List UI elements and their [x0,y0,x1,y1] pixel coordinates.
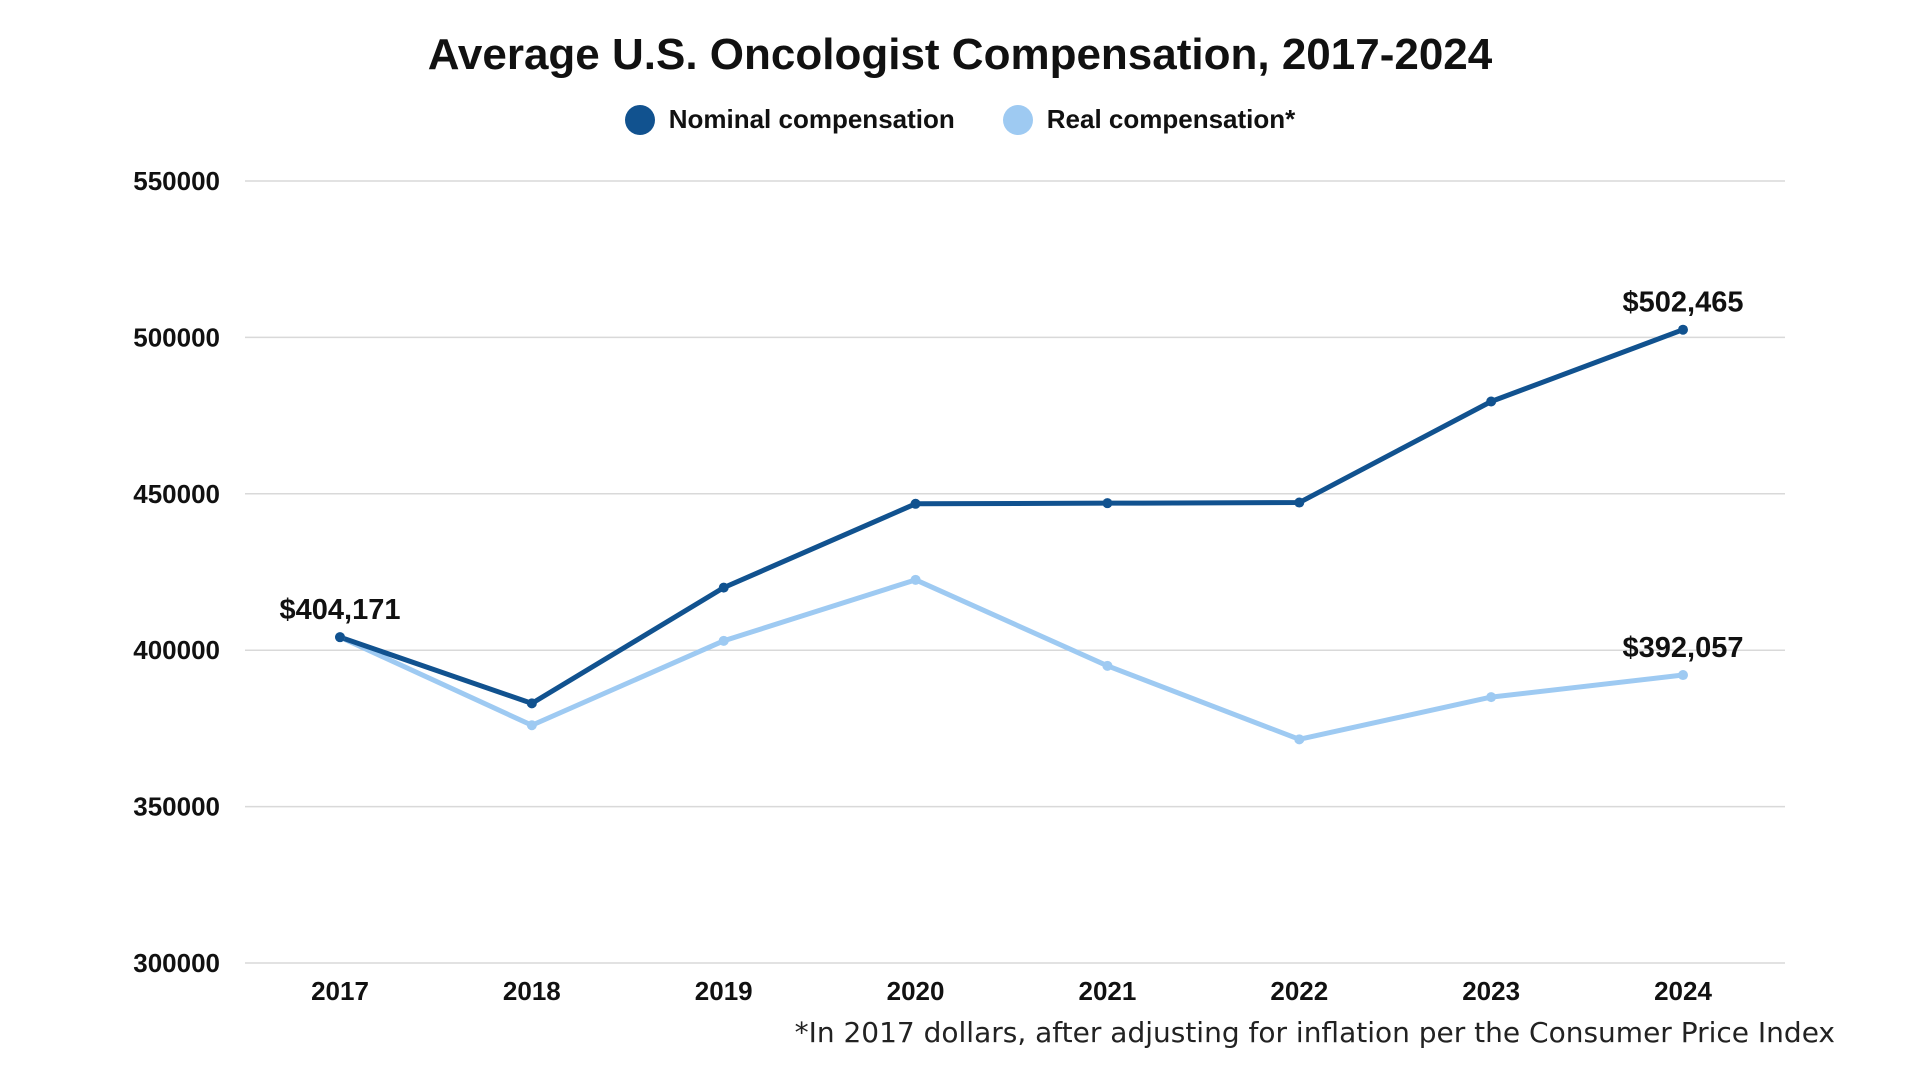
data-label: $404,171 [280,594,401,626]
legend: Nominal compensation Real compensation* [0,104,1920,135]
x-tick-label: 2020 [887,976,945,1006]
x-tick-label: 2023 [1462,976,1520,1006]
data-point-nominal [526,698,537,709]
legend-swatch-real [1002,104,1033,135]
footnote: *In 2017 dollars, after adjusting for in… [794,1016,1835,1049]
series-line-nominal [337,327,1686,706]
data-point-real [910,574,921,585]
x-tick-label: 2024 [1654,976,1712,1006]
chart-title: Average U.S. Oncologist Compensation, 20… [427,30,1493,79]
y-tick-label: 400000 [133,635,220,665]
x-tick-label: 2022 [1270,976,1328,1006]
data-point-nominal [1102,498,1113,509]
data-label: $392,057 [1623,632,1744,664]
data-point-real [1678,670,1688,681]
x-tick-label: 2021 [1079,976,1137,1006]
data-point-nominal [1678,324,1688,335]
data-point-real [1102,660,1113,671]
data-point-nominal [1486,396,1497,407]
data-point-real [526,720,537,731]
data-label: $502,465 [1623,287,1744,319]
y-tick-label: 350000 [133,792,220,822]
data-point-nominal [910,498,921,509]
x-tick-label: 2018 [503,976,561,1006]
legend-label-real: Real compensation* [1046,104,1296,134]
data-point-real [1486,692,1497,703]
data-point-nominal [718,582,729,593]
legend-swatch-nominal [624,104,655,135]
x-tick-label: 2017 [311,976,369,1006]
y-tick-label: 550000 [133,166,220,196]
data-point-real [718,635,729,646]
legend-label-nominal: Nominal compensation [668,104,955,134]
data-point-real [1294,734,1305,745]
x-tick-label: 2019 [695,976,753,1006]
y-tick-label: 450000 [133,479,220,509]
data-point-nominal [335,632,345,643]
data-point-nominal [1294,497,1305,508]
legend-item-nominal: Nominal compensation [624,104,955,135]
series-line-real [337,577,1686,742]
y-tick-label: 300000 [133,948,220,978]
y-tick-label: 500000 [133,322,220,352]
legend-item-real: Real compensation* [1002,104,1296,135]
